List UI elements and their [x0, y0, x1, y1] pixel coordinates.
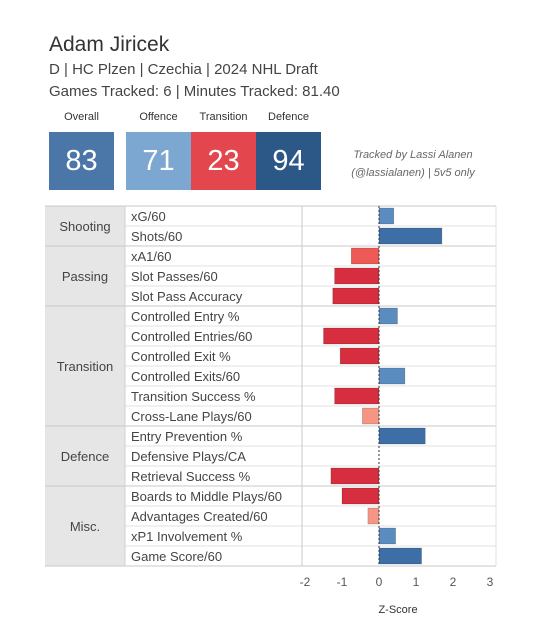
metric-label: Controlled Entry % [131, 309, 240, 324]
bar [341, 487, 380, 505]
metric-label: Defensive Plays/CA [131, 449, 246, 464]
group-cell-background [45, 246, 125, 306]
credit-line-1: Tracked by Lassi Alanen [353, 149, 473, 161]
metric-label: Retrieval Success % [131, 469, 251, 484]
metric-label: Boards to Middle Plays/60 [131, 489, 282, 504]
bar [378, 207, 395, 225]
metric-label: Shots/60 [131, 229, 182, 244]
bar [378, 307, 398, 325]
bar [367, 507, 380, 525]
credit-line-2: (@lassialanen) | 5v5 only [351, 167, 475, 179]
metric-label: Game Score/60 [131, 549, 222, 564]
x-tick-label: -1 [337, 575, 348, 589]
group-cell-background [45, 306, 125, 426]
offence-header: Offence [139, 111, 178, 123]
bar [323, 327, 380, 345]
metric-label: Controlled Exits/60 [131, 369, 240, 384]
metric-label: Cross-Lane Plays/60 [131, 409, 252, 424]
x-axis-title: Z-Score [378, 604, 417, 616]
group-label: Misc. [70, 519, 100, 534]
group-cell-background [45, 486, 125, 566]
group-label: Shooting [59, 219, 110, 234]
transition-header: Transition [199, 111, 248, 123]
group-label: Transition [57, 359, 114, 374]
bar [362, 407, 380, 425]
metric-label: Entry Prevention % [131, 429, 243, 444]
defence-score: 94 [256, 132, 321, 190]
offence-score: 71 [126, 132, 191, 190]
metric-label: Slot Passes/60 [131, 269, 218, 284]
metric-label: xG/60 [131, 209, 166, 224]
bar [378, 367, 406, 385]
player-subtitle: D | HC Plzen | Czechia | 2024 NHL Draft [49, 61, 318, 78]
overall-header: Overall [64, 111, 99, 123]
group-cell-background [45, 206, 125, 246]
metric-label: Advantages Created/60 [131, 509, 268, 524]
bar [378, 527, 396, 545]
x-tick-label: -2 [300, 575, 311, 589]
x-tick-label: 3 [487, 575, 494, 589]
group-label: Defence [61, 449, 109, 464]
bar [378, 427, 426, 445]
x-tick-label: 1 [413, 575, 420, 589]
player-name: Adam Jiricek [49, 33, 170, 56]
bar [334, 387, 380, 405]
bar [378, 547, 422, 565]
metric-label: Controlled Exit % [131, 349, 231, 364]
metric-label: xA1/60 [131, 249, 171, 264]
metric-label: Slot Pass Accuracy [131, 289, 243, 304]
bar [332, 287, 380, 305]
overall-score: 83 [49, 132, 114, 190]
metric-label: Transition Success % [131, 389, 256, 404]
x-tick-label: 0 [376, 575, 383, 589]
bar [330, 467, 380, 485]
group-cell-background [45, 426, 125, 486]
credit-note: Tracked by Lassi Alanen (@lassialanen) |… [338, 146, 488, 182]
bar [350, 247, 380, 265]
x-tick-label: 2 [450, 575, 457, 589]
bar [334, 267, 380, 285]
bar [339, 347, 380, 365]
metric-label: Controlled Entries/60 [131, 329, 252, 344]
transition-score: 23 [191, 132, 256, 190]
bar [378, 227, 443, 245]
metric-label: xP1 Involvement % [131, 529, 243, 544]
games-minutes-tracked: Games Tracked: 6 | Minutes Tracked: 81.4… [49, 83, 340, 100]
defence-header: Defence [268, 111, 309, 123]
group-label: Passing [62, 269, 108, 284]
